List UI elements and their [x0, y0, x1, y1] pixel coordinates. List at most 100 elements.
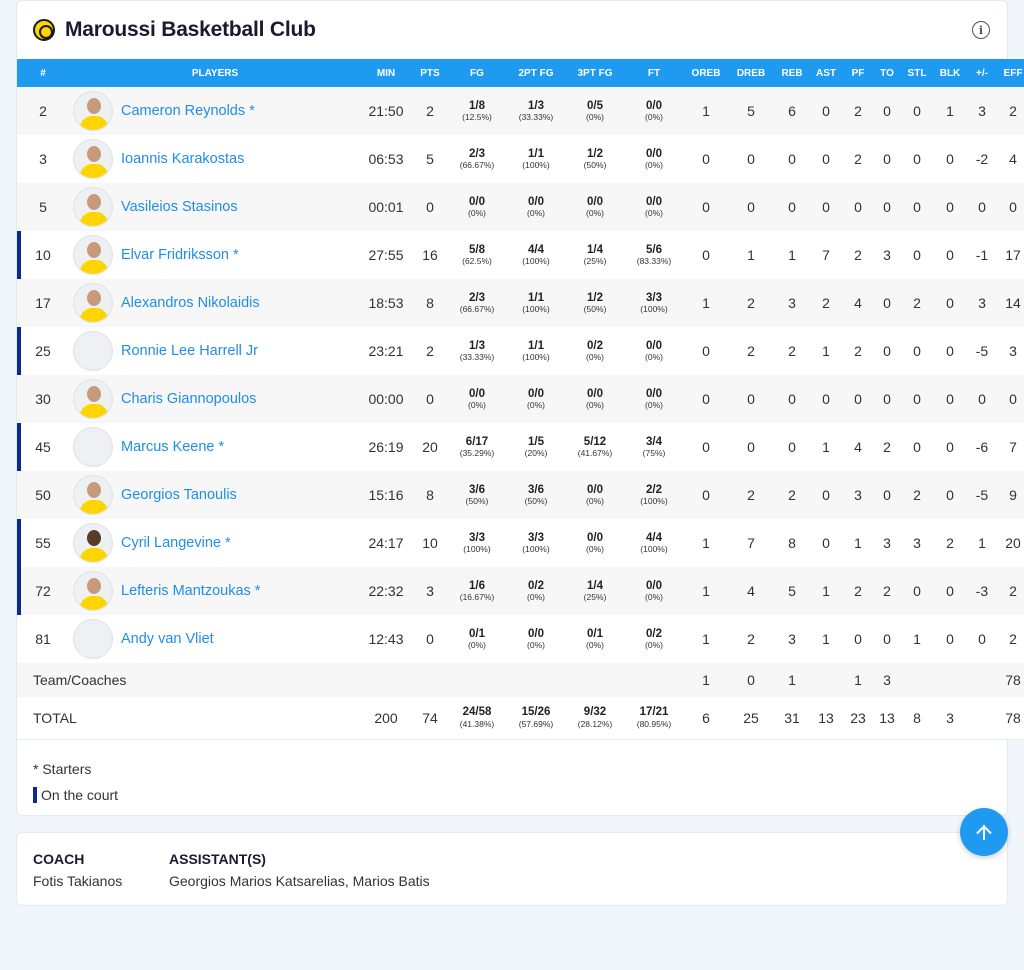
column-header[interactable]: PLAYERS	[191, 67, 239, 79]
stat-pf: 3	[854, 487, 862, 503]
three-point-fg-percent: (25%)	[583, 256, 607, 266]
column-header[interactable]: MIN	[376, 67, 396, 79]
assistants-names: Georgios Marios Katsarelias, Marios Bati…	[169, 873, 430, 889]
stat-to: 0	[883, 199, 891, 215]
two-point-fg: 1/1 (100%)	[505, 327, 567, 375]
stat-reb: 3	[788, 295, 796, 311]
column-header[interactable]: FG	[470, 67, 484, 79]
two-point-fg: 15/26 (57.69%)	[505, 697, 567, 739]
stat-reb: 6	[788, 103, 796, 119]
stat-pm: -6	[975, 439, 989, 455]
stat-pm: 3	[978, 103, 986, 119]
stat-blk: 1	[946, 103, 954, 119]
free-throws-made: 0/0	[646, 339, 662, 352]
field-goals: 6/17 (35.29%)	[449, 423, 505, 471]
three-point-fg-percent: (41.67%)	[577, 448, 613, 458]
column-header[interactable]: 3PT FG	[577, 67, 613, 79]
column-header[interactable]: PTS	[420, 67, 440, 79]
three-point-fg: 9/32 (28.12%)	[567, 697, 623, 739]
jersey-number: 5	[39, 199, 47, 215]
stat-dreb: 1	[747, 247, 755, 263]
table-row: 55 Cyril Langevine * 24:17 10 3/3 (100%) 3/3 (1…	[17, 519, 1024, 567]
stat-eff: 2	[1009, 631, 1017, 647]
three-point-fg-made: 0/0	[587, 195, 603, 208]
free-throws-made: 5/6	[646, 243, 662, 256]
stat-oreb: 0	[702, 199, 710, 215]
field-goals-made: 3/3	[469, 531, 485, 544]
points: 0	[426, 391, 434, 407]
stat-to: 0	[883, 391, 891, 407]
stat-oreb: 0	[702, 487, 710, 503]
stat-pf: 2	[854, 247, 862, 263]
player-name-link[interactable]: Cameron Reynolds *	[121, 103, 255, 119]
three-point-fg-made: 0/2	[587, 339, 603, 352]
stat-ast: 2	[822, 295, 830, 311]
player-name-link[interactable]: Lefteris Mantzoukas *	[121, 583, 261, 599]
two-point-fg-percent: (0%)	[527, 592, 545, 602]
player-name-link[interactable]: Ronnie Lee Harrell Jr	[121, 343, 259, 359]
player-name-link[interactable]: Andy van Vliet	[121, 631, 214, 647]
column-header[interactable]: BLK	[939, 67, 961, 79]
two-point-fg: 0/0 (0%)	[505, 183, 567, 231]
table-row: 81 Andy van Vliet 12:43 0 0/1 (0%) 0/0 (0%) 0/1(…	[17, 615, 1024, 663]
field-goals-made: 1/3	[469, 339, 485, 352]
two-point-fg: 4/4 (100%)	[505, 231, 567, 279]
stat-stl: 0	[913, 103, 921, 119]
field-goals-made: 3/6	[469, 483, 485, 496]
column-header[interactable]: TO	[880, 67, 894, 79]
player-name-link[interactable]: Georgios Tanoulis	[121, 487, 237, 503]
column-header[interactable]: REB	[781, 67, 803, 79]
table-row: 30 Charis Giannopoulos 00:00 0 0/0 (0%) 0/0 (0%…	[17, 375, 1024, 423]
free-throws: 0/2 (0%)	[623, 615, 685, 663]
stat-pf: 0	[854, 631, 862, 647]
column-header[interactable]: FT	[647, 67, 661, 79]
column-header[interactable]: +/-	[976, 67, 988, 79]
column-header[interactable]: OREB	[691, 67, 721, 79]
field-goals-made: 0/0	[469, 195, 485, 208]
stat-stl: 0	[913, 343, 921, 359]
column-header[interactable]: AST	[816, 67, 836, 79]
stat-pm	[967, 663, 997, 697]
column-header[interactable]: PF	[851, 67, 865, 79]
column-header[interactable]: #	[40, 67, 46, 79]
minutes: 24:17	[368, 535, 404, 551]
two-point-fg-percent: (0%)	[527, 400, 545, 410]
free-throws-percent: (0%)	[645, 208, 663, 218]
player-name-link[interactable]: Vasileios Stasinos	[121, 199, 238, 215]
stat-blk: 0	[946, 343, 954, 359]
field-goals: 3/3 (100%)	[449, 519, 505, 567]
column-header[interactable]: 2PT FG	[518, 67, 554, 79]
coach-title: COACH	[33, 851, 85, 867]
scroll-top-button[interactable]	[960, 808, 1008, 856]
stat-eff: 7	[1009, 439, 1017, 455]
player-cell: Ronnie Lee Harrell Jr	[69, 327, 361, 375]
table-row: 45 Marcus Keene * 26:19 20 6/17 (35.29%) 1/5 (2…	[17, 423, 1024, 471]
player-name-link[interactable]: Marcus Keene *	[121, 439, 225, 455]
three-point-fg-made: 1/2	[587, 291, 603, 304]
stat-pf: 4	[854, 295, 862, 311]
two-point-fg-made: 3/3	[528, 531, 544, 544]
three-point-fg-made: 0/0	[587, 387, 603, 400]
points: 20	[422, 439, 438, 455]
stat-reb: 0	[788, 151, 796, 167]
player-name-link[interactable]: Elvar Fridriksson *	[121, 247, 239, 263]
two-point-fg: 0/0 (0%)	[505, 615, 567, 663]
column-header[interactable]: EFF	[1003, 67, 1023, 79]
info-icon[interactable]: i	[972, 21, 990, 39]
free-throws-made: 0/0	[646, 387, 662, 400]
avatar	[73, 187, 113, 227]
field-goals-percent: (35.29%)	[459, 448, 495, 458]
two-point-fg-made: 0/0	[528, 387, 544, 400]
stat-ast: 0	[822, 535, 830, 551]
stat-eff: 20	[1005, 535, 1021, 551]
points: 0	[426, 631, 434, 647]
column-header[interactable]: DREB	[736, 67, 766, 79]
field-goals-percent: (62.5%)	[462, 256, 492, 266]
stat-ast: 7	[822, 247, 830, 263]
player-name-link[interactable]: Cyril Langevine *	[121, 535, 231, 551]
column-header[interactable]: STL	[907, 67, 927, 79]
three-point-fg-percent: (0%)	[586, 640, 604, 650]
player-name-link[interactable]: Alexandros Nikolaidis	[121, 295, 260, 311]
player-name-link[interactable]: Charis Giannopoulos	[121, 391, 257, 407]
player-name-link[interactable]: Ioannis Karakostas	[121, 151, 245, 167]
